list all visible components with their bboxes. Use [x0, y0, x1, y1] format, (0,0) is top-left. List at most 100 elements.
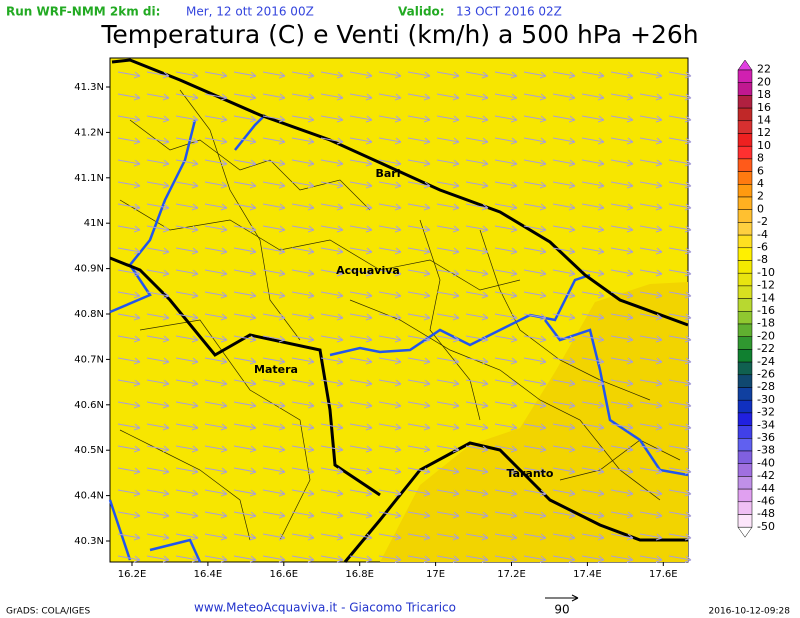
colorbar-label: -30: [757, 393, 775, 406]
wind-arrow: [233, 357, 257, 365]
wind-arrow: [523, 401, 547, 409]
wind-arrow: [581, 445, 605, 453]
wind-arrow: [668, 247, 692, 255]
wind-arrow: [117, 445, 141, 453]
wind-arrow: [552, 335, 576, 343]
wind-arrow: [552, 247, 576, 255]
wind-arrow: [204, 357, 228, 365]
wind-arrow: [320, 313, 344, 321]
colorbar-label: -8: [757, 253, 768, 266]
colorbar-label: -12: [757, 279, 775, 292]
colorbar-label: -46: [757, 494, 775, 507]
wind-arrow: [117, 379, 141, 387]
wind-arrow: [262, 489, 286, 497]
colorbar-bottom: [737, 526, 753, 538]
wind-arrow: [117, 467, 141, 475]
colorbar-box: [737, 133, 753, 147]
wind-arrow: [436, 335, 460, 343]
wind-arrow: [146, 313, 170, 321]
wind-arrow: [146, 159, 170, 167]
wind-arrow: [117, 181, 141, 189]
wind-arrow: [581, 489, 605, 497]
colorbar-label: -32: [757, 406, 775, 419]
wind-arrow: [668, 423, 692, 431]
wind-arrow: [320, 511, 344, 519]
wind-arrow: [320, 291, 344, 299]
wind-arrow: [436, 137, 460, 145]
wind-arrow: [146, 137, 170, 145]
wind-arrow: [262, 423, 286, 431]
lon-label: 16.8E: [345, 569, 374, 580]
wind-arrow: [291, 159, 315, 167]
lon-label: 17E: [426, 569, 445, 580]
colorbar-box: [737, 285, 753, 299]
wind-arrow: [378, 291, 402, 299]
wind-arrow: [668, 489, 692, 497]
colorbar-box: [737, 361, 753, 376]
wind-arrow: [494, 467, 518, 475]
wind-arrow: [581, 313, 605, 321]
wind-arrow: [175, 71, 199, 79]
wind-arrow: [175, 533, 199, 541]
wind-arrow: [407, 533, 431, 541]
software-credit: GrADS: COLA/IGES: [6, 607, 90, 617]
wind-arrow: [204, 555, 228, 563]
wind-arrow: [668, 291, 692, 299]
wind-arrow: [581, 159, 605, 167]
wind-arrow: [117, 71, 141, 79]
wind-arrow: [262, 511, 286, 519]
wind-arrow: [494, 203, 518, 211]
wind-arrow: [639, 71, 663, 79]
wind-arrow: [378, 313, 402, 321]
wind-arrow: [581, 71, 605, 79]
wind-arrow: [436, 555, 460, 563]
run-date: Mer, 12 ott 2016 00Z: [186, 5, 314, 19]
wind-arrow: [146, 511, 170, 519]
colorbar-box: [737, 184, 753, 198]
wind-arrow: [175, 489, 199, 497]
wind-arrow: [465, 489, 489, 497]
wind-arrow: [233, 555, 257, 563]
wind-arrow: [436, 291, 460, 299]
wind-arrow: [465, 357, 489, 365]
wind-arrow: [407, 489, 431, 497]
wind-arrow: [349, 137, 373, 145]
wind-arrow: [175, 445, 199, 453]
lon-label: 16.4E: [194, 569, 223, 580]
colorbar-top: [737, 59, 753, 71]
wind-arrow: [204, 467, 228, 475]
wind-arrow: [378, 401, 402, 409]
wind-arrow: [639, 335, 663, 343]
wind-arrow: [291, 225, 315, 233]
wind-arrow: [349, 533, 373, 541]
colorbar-label: -50: [757, 520, 775, 533]
colorbar-label: 6: [757, 164, 764, 177]
wind-arrow: [523, 291, 547, 299]
colorbar-label: 12: [757, 126, 771, 139]
wind-arrow: [436, 71, 460, 79]
wind-arrow: [320, 269, 344, 277]
wind-arrow: [581, 401, 605, 409]
wind-arrow: [204, 291, 228, 299]
wind-arrow: [175, 401, 199, 409]
wind-arrow: [494, 511, 518, 519]
wind-arrow: [291, 511, 315, 519]
wind-arrow: [175, 467, 199, 475]
wind-arrow: [349, 225, 373, 233]
wind-arrow: [378, 467, 402, 475]
wind-arrow: [581, 181, 605, 189]
colorbar-label: -34: [757, 418, 775, 431]
wind-arrow: [407, 511, 431, 519]
colorbar-label: -18: [757, 317, 775, 330]
wind-arrow: [291, 489, 315, 497]
wind-arrow: [436, 445, 460, 453]
wind-arrow: [436, 401, 460, 409]
wind-arrow: [146, 181, 170, 189]
wind-arrow: [407, 291, 431, 299]
wind-arrow: [552, 181, 576, 189]
wind-arrow: [494, 247, 518, 255]
wind-arrow: [233, 115, 257, 123]
wind-arrow: [117, 115, 141, 123]
wind-arrow: [233, 137, 257, 145]
wind-arrow: [610, 489, 634, 497]
